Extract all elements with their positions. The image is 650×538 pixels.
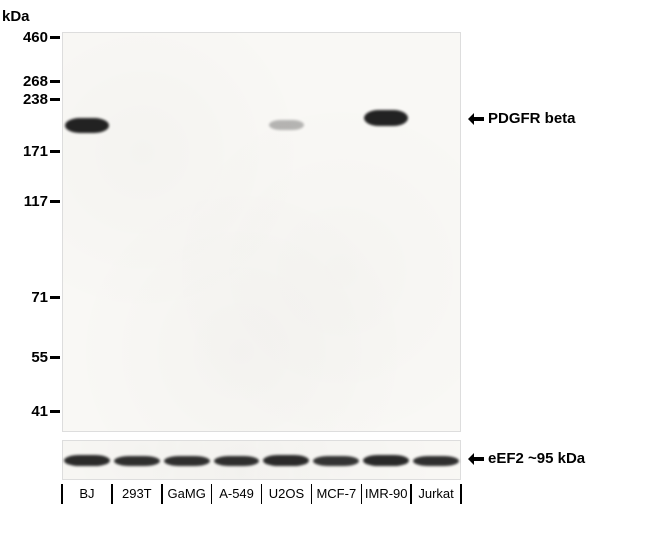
y-tick-dash bbox=[50, 150, 60, 153]
lane-label: GaMG bbox=[162, 486, 212, 501]
blot-annotation: PDGFR beta bbox=[468, 110, 576, 127]
lane-label: 293T bbox=[112, 486, 162, 501]
y-tick: 238 bbox=[6, 91, 60, 108]
y-tick-label: 55 bbox=[31, 349, 48, 366]
arrow-left-icon bbox=[468, 451, 484, 467]
blot-band bbox=[114, 456, 160, 466]
annotation-text: PDGFR beta bbox=[488, 110, 576, 127]
blot-band bbox=[363, 455, 409, 466]
blot-annotation: eEF2 ~95 kDa bbox=[468, 450, 585, 467]
annotation-text: eEF2 ~95 kDa bbox=[488, 450, 585, 467]
y-tick: 41 bbox=[6, 403, 60, 420]
lane-label: BJ bbox=[62, 486, 112, 501]
blot-band bbox=[214, 456, 260, 466]
lane-label: MCF-7 bbox=[311, 486, 361, 501]
y-tick-dash bbox=[50, 80, 60, 83]
y-tick-label: 41 bbox=[31, 403, 48, 420]
y-tick: 55 bbox=[6, 349, 60, 366]
y-tick-label: 238 bbox=[23, 91, 48, 108]
blot-band bbox=[263, 455, 309, 466]
y-tick-dash bbox=[50, 98, 60, 101]
y-tick-dash bbox=[50, 36, 60, 39]
main-blot-membrane bbox=[62, 32, 461, 432]
arrow-left-icon bbox=[468, 111, 484, 127]
blot-band bbox=[65, 118, 109, 133]
membrane-noise bbox=[63, 33, 460, 431]
y-tick-label: 268 bbox=[23, 73, 48, 90]
blot-band bbox=[364, 110, 408, 126]
western-blot-figure: kDa 460 268238 171 117 71 55 41 BJ293TGaMGA-54… bbox=[0, 0, 650, 538]
lane-label: U2OS bbox=[262, 486, 312, 501]
y-tick-dash bbox=[50, 410, 60, 413]
blot-band bbox=[164, 456, 210, 466]
y-tick-dash bbox=[50, 356, 60, 359]
y-tick: 268 bbox=[6, 73, 60, 90]
y-tick-label: 171 bbox=[23, 143, 48, 160]
blot-band bbox=[413, 456, 459, 466]
y-axis-unit: kDa bbox=[2, 8, 30, 25]
lane-label: A-549 bbox=[212, 486, 262, 501]
blot-band bbox=[269, 120, 304, 130]
lane-label: IMR-90 bbox=[361, 486, 411, 501]
lane-label: Jurkat bbox=[411, 486, 461, 501]
y-tick: 460 bbox=[6, 29, 60, 46]
blot-band bbox=[64, 455, 110, 466]
y-tick: 171 bbox=[6, 143, 60, 160]
y-tick-label: 117 bbox=[24, 193, 48, 210]
y-tick-label: 71 bbox=[31, 289, 48, 306]
y-tick: 117 bbox=[6, 193, 60, 210]
y-tick-dash bbox=[50, 296, 60, 299]
blot-band bbox=[313, 456, 359, 466]
y-tick-dash bbox=[50, 200, 60, 203]
y-tick: 71 bbox=[6, 289, 60, 306]
y-tick-label: 460 bbox=[23, 29, 48, 46]
